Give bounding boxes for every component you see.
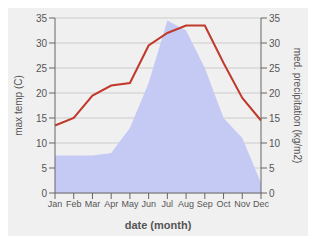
svg-text:10: 10 <box>269 138 281 149</box>
svg-text:med. precipitation (kg/m2): med. precipitation (kg/m2) <box>292 48 303 164</box>
svg-text:Mar: Mar <box>85 199 101 209</box>
svg-text:0: 0 <box>269 188 275 199</box>
svg-text:35: 35 <box>36 13 48 24</box>
svg-text:20: 20 <box>269 88 281 99</box>
svg-text:max temp (C): max temp (C) <box>13 75 24 136</box>
svg-text:Feb: Feb <box>66 199 82 209</box>
svg-text:35: 35 <box>269 13 281 24</box>
svg-text:Sep: Sep <box>197 199 213 209</box>
svg-text:30: 30 <box>269 38 281 49</box>
svg-text:May: May <box>121 199 139 209</box>
svg-text:Jun: Jun <box>141 199 156 209</box>
svg-text:25: 25 <box>36 63 48 74</box>
svg-text:25: 25 <box>269 63 281 74</box>
svg-text:15: 15 <box>269 113 281 124</box>
svg-text:Oct: Oct <box>217 199 232 209</box>
svg-text:Aug: Aug <box>178 199 194 209</box>
svg-text:Apr: Apr <box>104 199 118 209</box>
svg-text:30: 30 <box>36 38 48 49</box>
svg-text:20: 20 <box>36 88 48 99</box>
svg-text:15: 15 <box>36 113 48 124</box>
svg-text:5: 5 <box>269 163 275 174</box>
svg-text:Jan: Jan <box>48 199 63 209</box>
svg-text:Dec: Dec <box>253 199 270 209</box>
svg-text:10: 10 <box>36 138 48 149</box>
svg-text:5: 5 <box>41 163 47 174</box>
svg-text:0: 0 <box>41 188 47 199</box>
svg-text:Jul: Jul <box>162 199 174 209</box>
svg-text:Nov: Nov <box>234 199 251 209</box>
svg-text:date (month): date (month) <box>125 219 192 231</box>
